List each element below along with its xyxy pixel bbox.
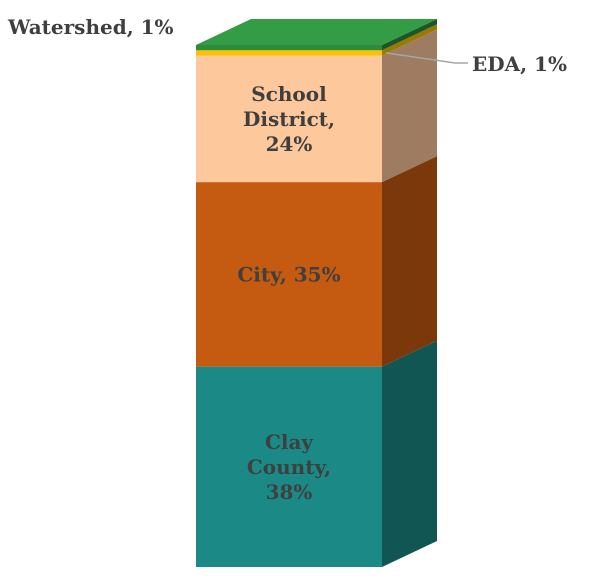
data-label-clay-county: Clay <box>265 430 314 454</box>
segment-side-eda <box>382 24 437 56</box>
data-label-clay-county: County, <box>247 455 331 479</box>
eda-leader-line <box>385 52 468 64</box>
data-label-school-district: 24% <box>266 132 313 156</box>
segment-front-city <box>196 182 382 367</box>
segment-front-clay-county <box>196 366 382 567</box>
data-label-clay-county: 38% <box>266 480 313 504</box>
segment-front-school-district <box>196 55 382 183</box>
segment-side-watershed <box>382 19 437 51</box>
segment-side-clay-county <box>382 340 437 567</box>
segment-front-eda <box>196 50 382 56</box>
segment-side-school-district <box>382 29 437 183</box>
segment-front-watershed <box>196 45 382 51</box>
data-label-eda: EDA, 1% <box>472 52 567 76</box>
segment-top-face <box>196 19 437 45</box>
data-label-school-district: District, <box>243 107 335 131</box>
data-label-watershed: Watershed, 1% <box>7 15 174 39</box>
segment-side-city <box>382 156 437 367</box>
data-label-school-district: School <box>251 82 327 106</box>
data-label-city: City, 35% <box>237 262 340 286</box>
